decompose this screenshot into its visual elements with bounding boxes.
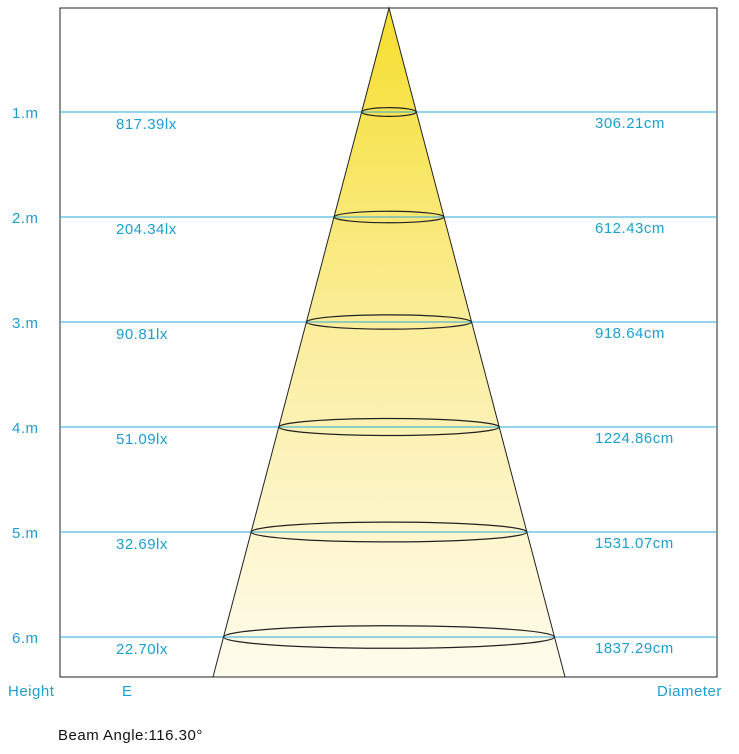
height-value: 1.m [12,105,39,122]
illuminance-value: 22.70lx [116,641,168,658]
illuminance-value: 817.39lx [116,116,177,133]
diameter-value: 918.64cm [595,325,665,342]
diameter-value: 612.43cm [595,220,665,237]
diameter-value: 1837.29cm [595,640,674,657]
illuminance-value: 204.34lx [116,221,177,238]
diameter-value: 1224.86cm [595,430,674,447]
height-value: 4.m [12,420,39,437]
height-value: 6.m [12,630,39,647]
illuminance-value: 90.81lx [116,326,168,343]
diameter-value: 306.21cm [595,115,665,132]
diameter-label: Diameter [657,683,722,700]
height-value: 3.m [12,315,39,332]
rows: 1.m 817.39lx 306.21cm 2.m 204.34lx 612.43cm 3.… [12,105,717,658]
illuminance-value: 32.69lx [116,536,168,553]
height-value: 5.m [12,525,39,542]
beam-ellipse [361,107,417,117]
illuminance-value: 51.09lx [116,431,168,448]
height-value: 2.m [12,210,39,227]
diameter-value: 1531.07cm [595,535,674,552]
height-label: Height [8,683,55,700]
beam-ellipse [250,521,528,543]
beam-angle: Beam Angle:116.30° [58,727,203,744]
beam-ellipse [278,417,500,437]
beam-ellipse [222,625,556,649]
beam-cone [212,6,566,678]
beam-ellipse [333,210,445,224]
illuminance-label: E [122,683,133,700]
beam-ellipse [305,314,473,330]
